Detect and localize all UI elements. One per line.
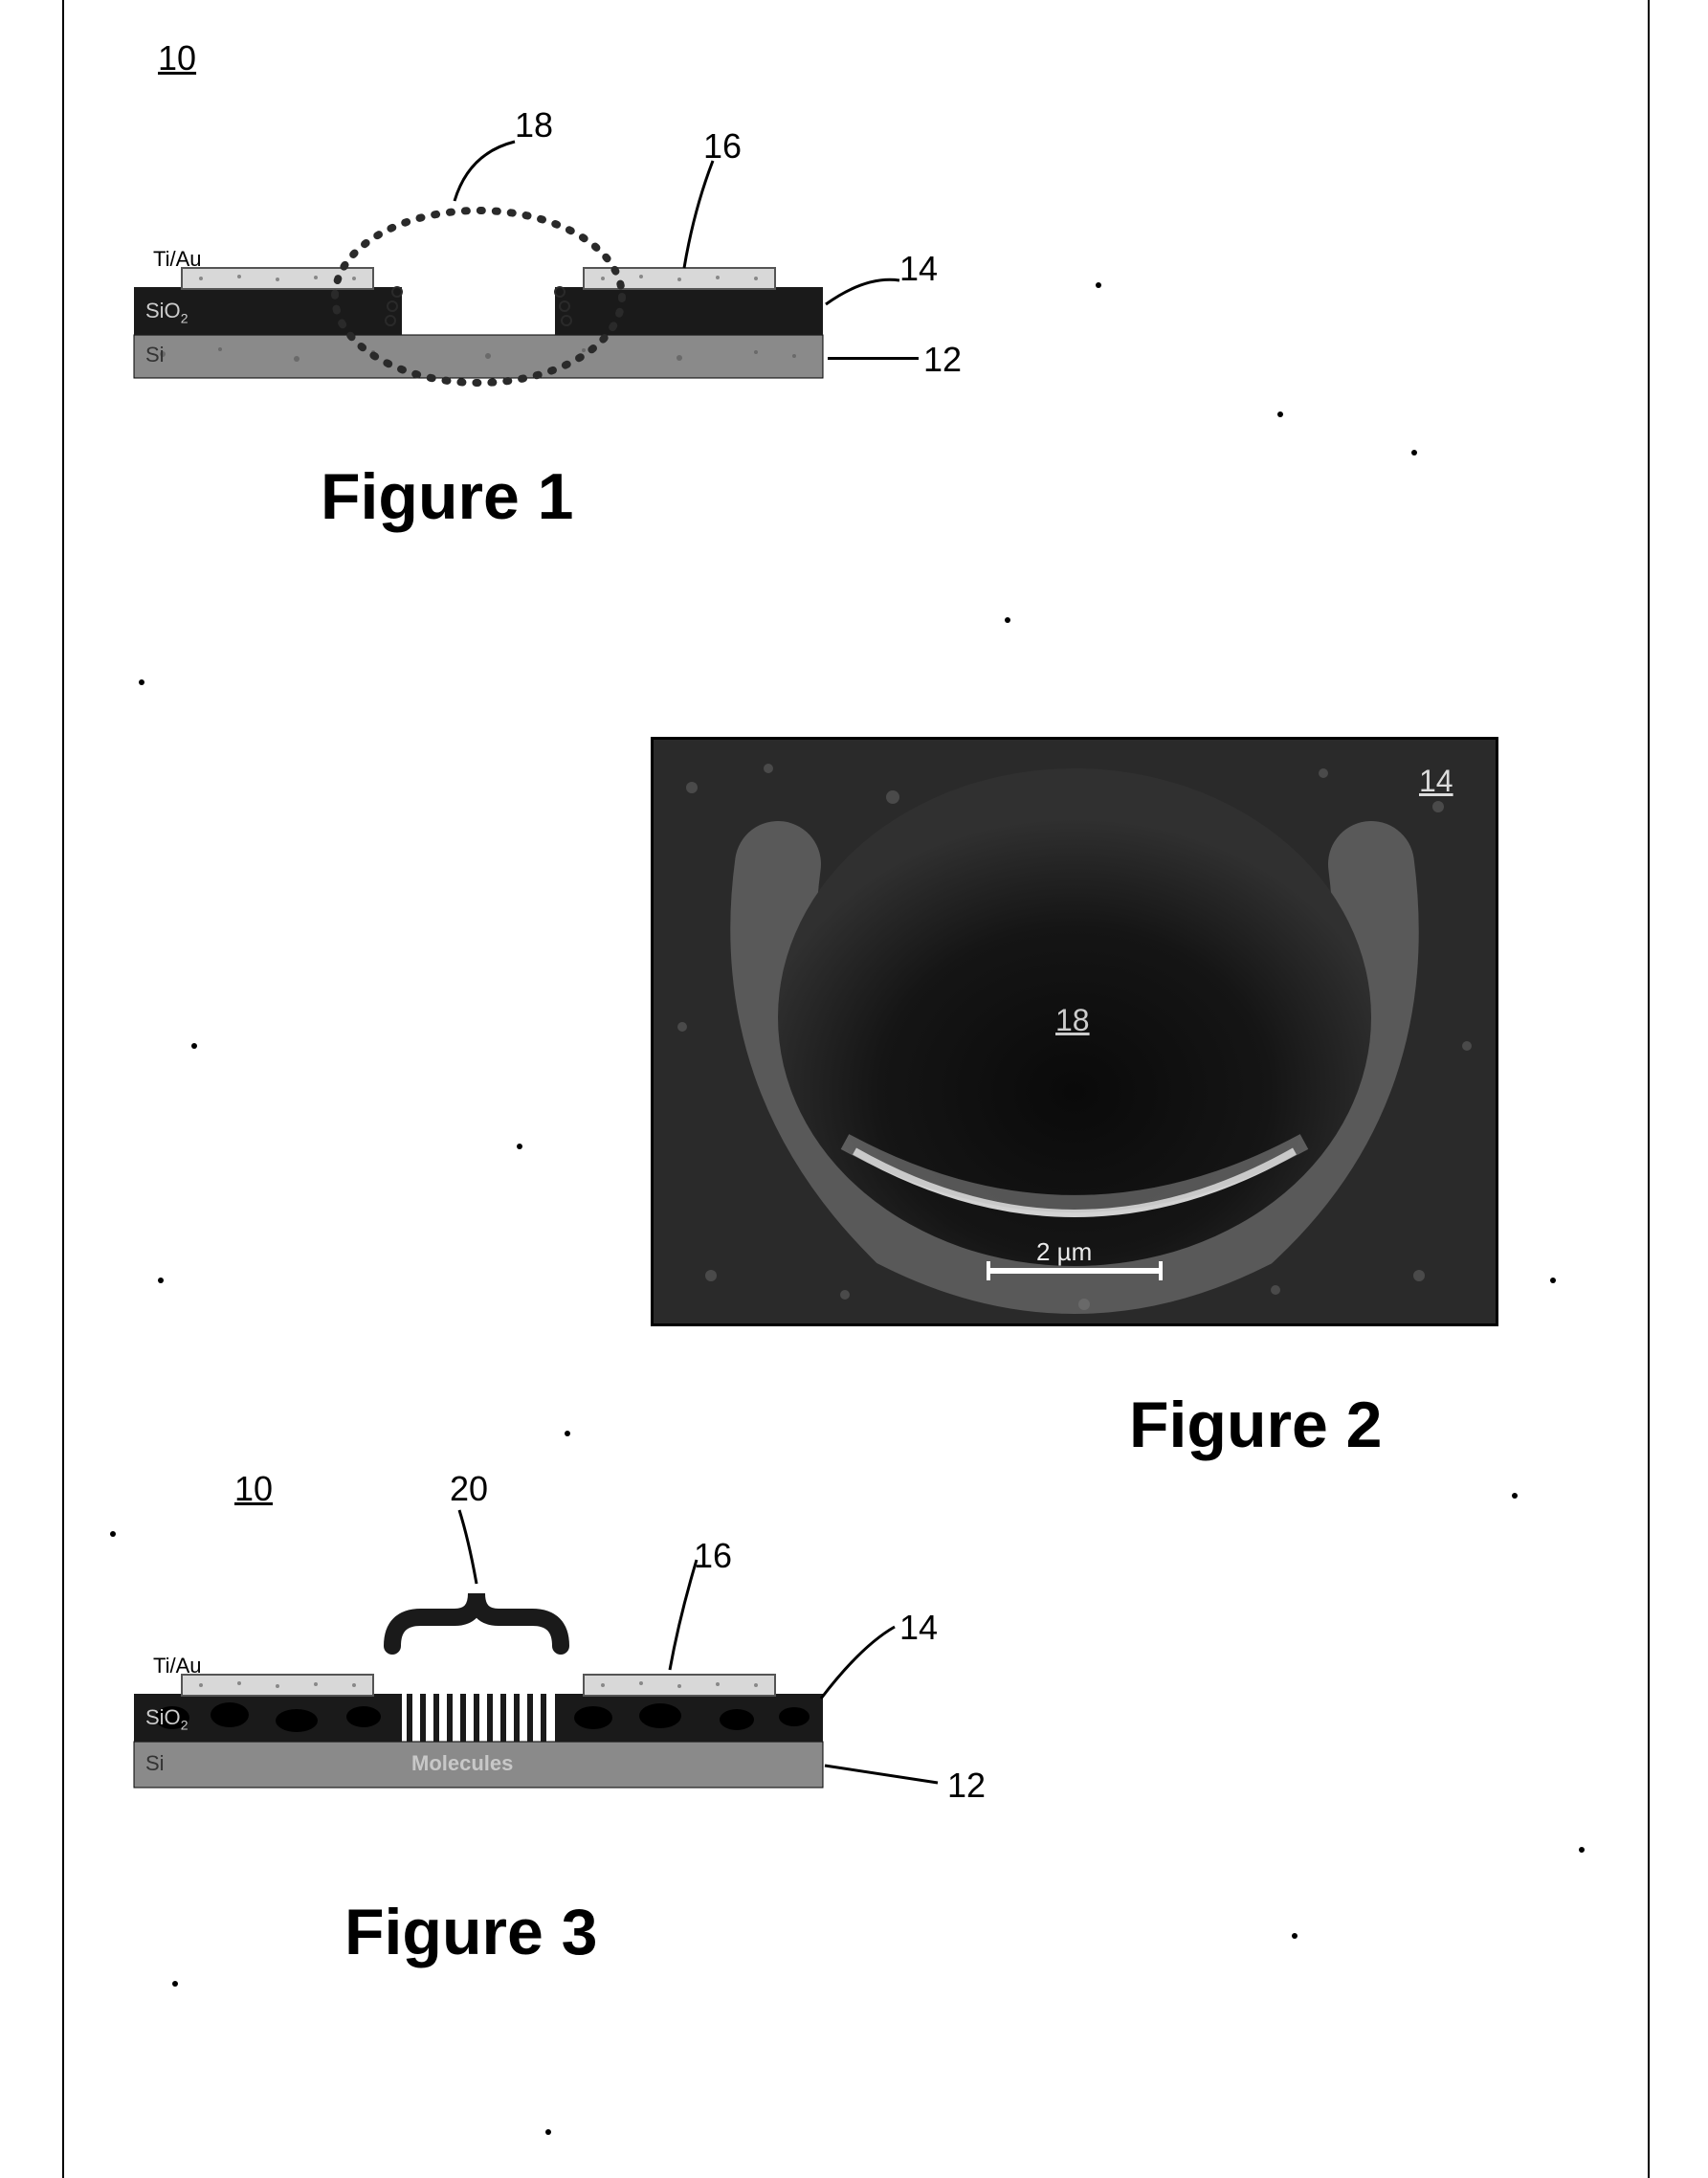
noise-dot xyxy=(1579,1847,1585,1853)
figure2-micrograph: 14 18 2 µm xyxy=(651,737,1498,1326)
figure3-caption: Figure 3 xyxy=(344,1895,598,1969)
figure3-molecules-label: Molecules xyxy=(411,1751,513,1776)
noise-dot xyxy=(1292,1933,1298,1939)
figure-3: 10 20 16 14 12 xyxy=(105,1464,1062,2086)
figure3-si-label: Si xyxy=(145,1751,165,1776)
figure2-callout-18: 18 xyxy=(1055,1003,1090,1038)
figure1-caption: Figure 1 xyxy=(321,459,574,534)
noise-dot xyxy=(545,2129,551,2135)
figure1-device-ref: 10 xyxy=(158,38,196,78)
noise-dot xyxy=(1005,617,1010,623)
figure2-callout-14: 14 xyxy=(1419,764,1453,799)
noise-dot xyxy=(1096,282,1101,288)
noise-dot xyxy=(191,1043,197,1049)
figure1-callout-12: 12 xyxy=(923,340,962,380)
figure2-scale-label: 2 µm xyxy=(1036,1237,1092,1267)
figure-1: 10 Ti/Au SiO2 xyxy=(105,38,1043,574)
figure3-sio2-label: SiO2 xyxy=(145,1705,188,1732)
figure3-tiAu-label: Ti/Au xyxy=(153,1654,202,1678)
noise-dot xyxy=(139,679,144,685)
figure1-sio2-label: SiO2 xyxy=(145,299,188,325)
figure3-diagram xyxy=(105,1502,966,1828)
figure2-caption: Figure 2 xyxy=(1129,1388,1383,1462)
figure-2: 14 18 2 µm Figure 2 xyxy=(651,737,1588,1502)
figure1-tiAu-label: Ti/Au xyxy=(153,247,202,272)
noise-dot xyxy=(565,1431,570,1436)
figure1-leader-16 xyxy=(675,153,732,278)
figure1-si-label: Si xyxy=(145,343,165,367)
noise-dot xyxy=(158,1278,164,1283)
figure1-leader-14 xyxy=(818,266,909,314)
noise-dot xyxy=(517,1144,522,1149)
noise-dot xyxy=(1277,411,1283,417)
figure1-leader-12 xyxy=(828,357,919,360)
noise-dot xyxy=(1411,450,1417,456)
figure1-leader-18 xyxy=(440,134,526,220)
